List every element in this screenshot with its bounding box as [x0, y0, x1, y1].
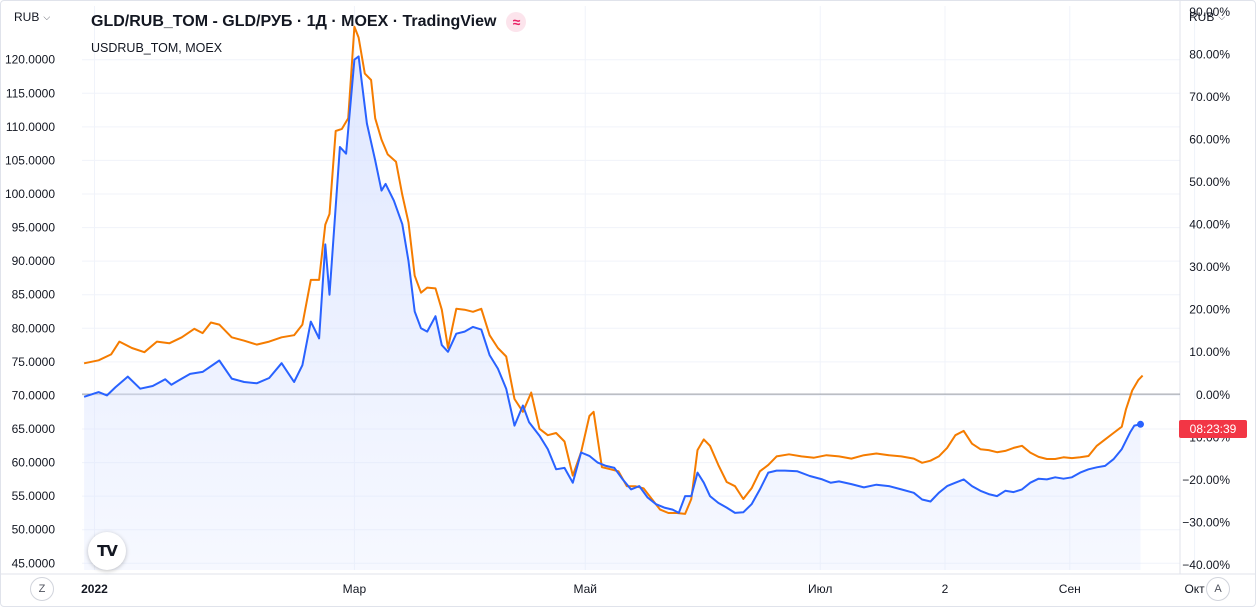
right-tick-label: 20.00% [1189, 303, 1230, 317]
left-tick-label: 115.0000 [6, 86, 55, 100]
left-tick-label: 75.0000 [12, 355, 56, 369]
time-tick-label: Окт [1184, 582, 1205, 596]
right-tick-label: 80.00% [1189, 47, 1230, 61]
time-axis[interactable]: 2022МарМайИюл2СенОктДек2023 [81, 582, 1258, 596]
time-tick-label: Мар [343, 582, 367, 596]
chevron-down-icon: ⌵ [43, 11, 51, 22]
right-tick-label: 50.00% [1189, 175, 1230, 189]
left-tick-label: 120.0000 [5, 53, 55, 67]
right-tick-label: −30.00% [1182, 515, 1230, 529]
right-tick-label: 10.00% [1189, 345, 1230, 359]
left-unit-label: RUB [14, 10, 40, 24]
left-tick-label: 70.0000 [12, 388, 56, 402]
left-tick-label: 105.0000 [5, 153, 55, 167]
tradingview-logo[interactable]: TV [88, 532, 126, 570]
grid [0, 0, 1256, 575]
right-percent-axis[interactable]: −40.00%−30.00%−20.00%−10.00%0.00%10.00%2… [1182, 5, 1230, 572]
time-tick-label: Май [573, 582, 597, 596]
right-unit-selector[interactable]: RUB ⌵ [1189, 10, 1225, 24]
left-tick-label: 50.0000 [12, 523, 56, 537]
compare-symbol-label[interactable]: USDRUB_TOM, MOEX [91, 41, 223, 55]
main-series-line[interactable] [83, 55, 1141, 514]
right-tick-label: 60.00% [1189, 133, 1230, 147]
right-tick-label: 90.00% [1189, 5, 1230, 19]
left-price-axis[interactable]: 45.0000 50.0000 55.0000 60.0000 65.0000 70.00… [5, 53, 55, 571]
zoom-toggle-button[interactable]: Z [30, 577, 54, 601]
right-tick-label: −40.00% [1182, 558, 1230, 572]
right-tick-label: 0.00% [1196, 388, 1230, 402]
left-tick-label: 95.0000 [12, 221, 56, 235]
left-tick-label: 90.0000 [12, 254, 56, 268]
right-tick-label: 40.00% [1189, 218, 1230, 232]
time-tick-label: 2 [942, 582, 949, 596]
left-tick-label: 85.0000 [12, 288, 56, 302]
left-tick-label: 110.0000 [6, 120, 55, 134]
symbol-title[interactable]: GLD/RUB_TOM - GLD/РУБ · 1Д · MOEX · Trad… [91, 13, 497, 30]
left-tick-label: 80.0000 [12, 321, 56, 335]
plot-area[interactable] [83, 25, 1144, 570]
left-unit-selector[interactable]: RUB ⌵ [14, 10, 50, 24]
left-tick-label: 100.0000 [5, 187, 55, 201]
time-tick-label: Июл [808, 582, 832, 596]
left-tick-label: 60.0000 [12, 456, 56, 470]
approx-icon[interactable]: ≈ [506, 12, 527, 32]
compare-series-line[interactable] [83, 25, 1144, 515]
right-unit-label: RUB [1189, 10, 1215, 24]
left-tick-label: 55.0000 [12, 489, 56, 503]
chevron-down-icon: ⌵ [1218, 11, 1226, 22]
right-tick-label: 70.00% [1189, 90, 1230, 104]
left-tick-label: 65.0000 [12, 422, 56, 436]
bar-countdown-badge: 08:23:39 [1179, 420, 1247, 438]
chart-legend-header: GLD/RUB_TOM - GLD/РУБ · 1Д · MOEX · Trad… [91, 12, 527, 32]
time-tick-label: 2022 [81, 582, 108, 596]
time-tick-label: Сен [1059, 582, 1081, 596]
right-tick-label: 30.00% [1189, 260, 1230, 274]
main-series-area [84, 56, 1141, 570]
auto-scale-button[interactable]: A [1206, 577, 1230, 601]
last-price-dot [1137, 420, 1144, 428]
left-tick-label: 45.0000 [12, 556, 56, 570]
right-tick-label: −20.00% [1182, 473, 1230, 487]
